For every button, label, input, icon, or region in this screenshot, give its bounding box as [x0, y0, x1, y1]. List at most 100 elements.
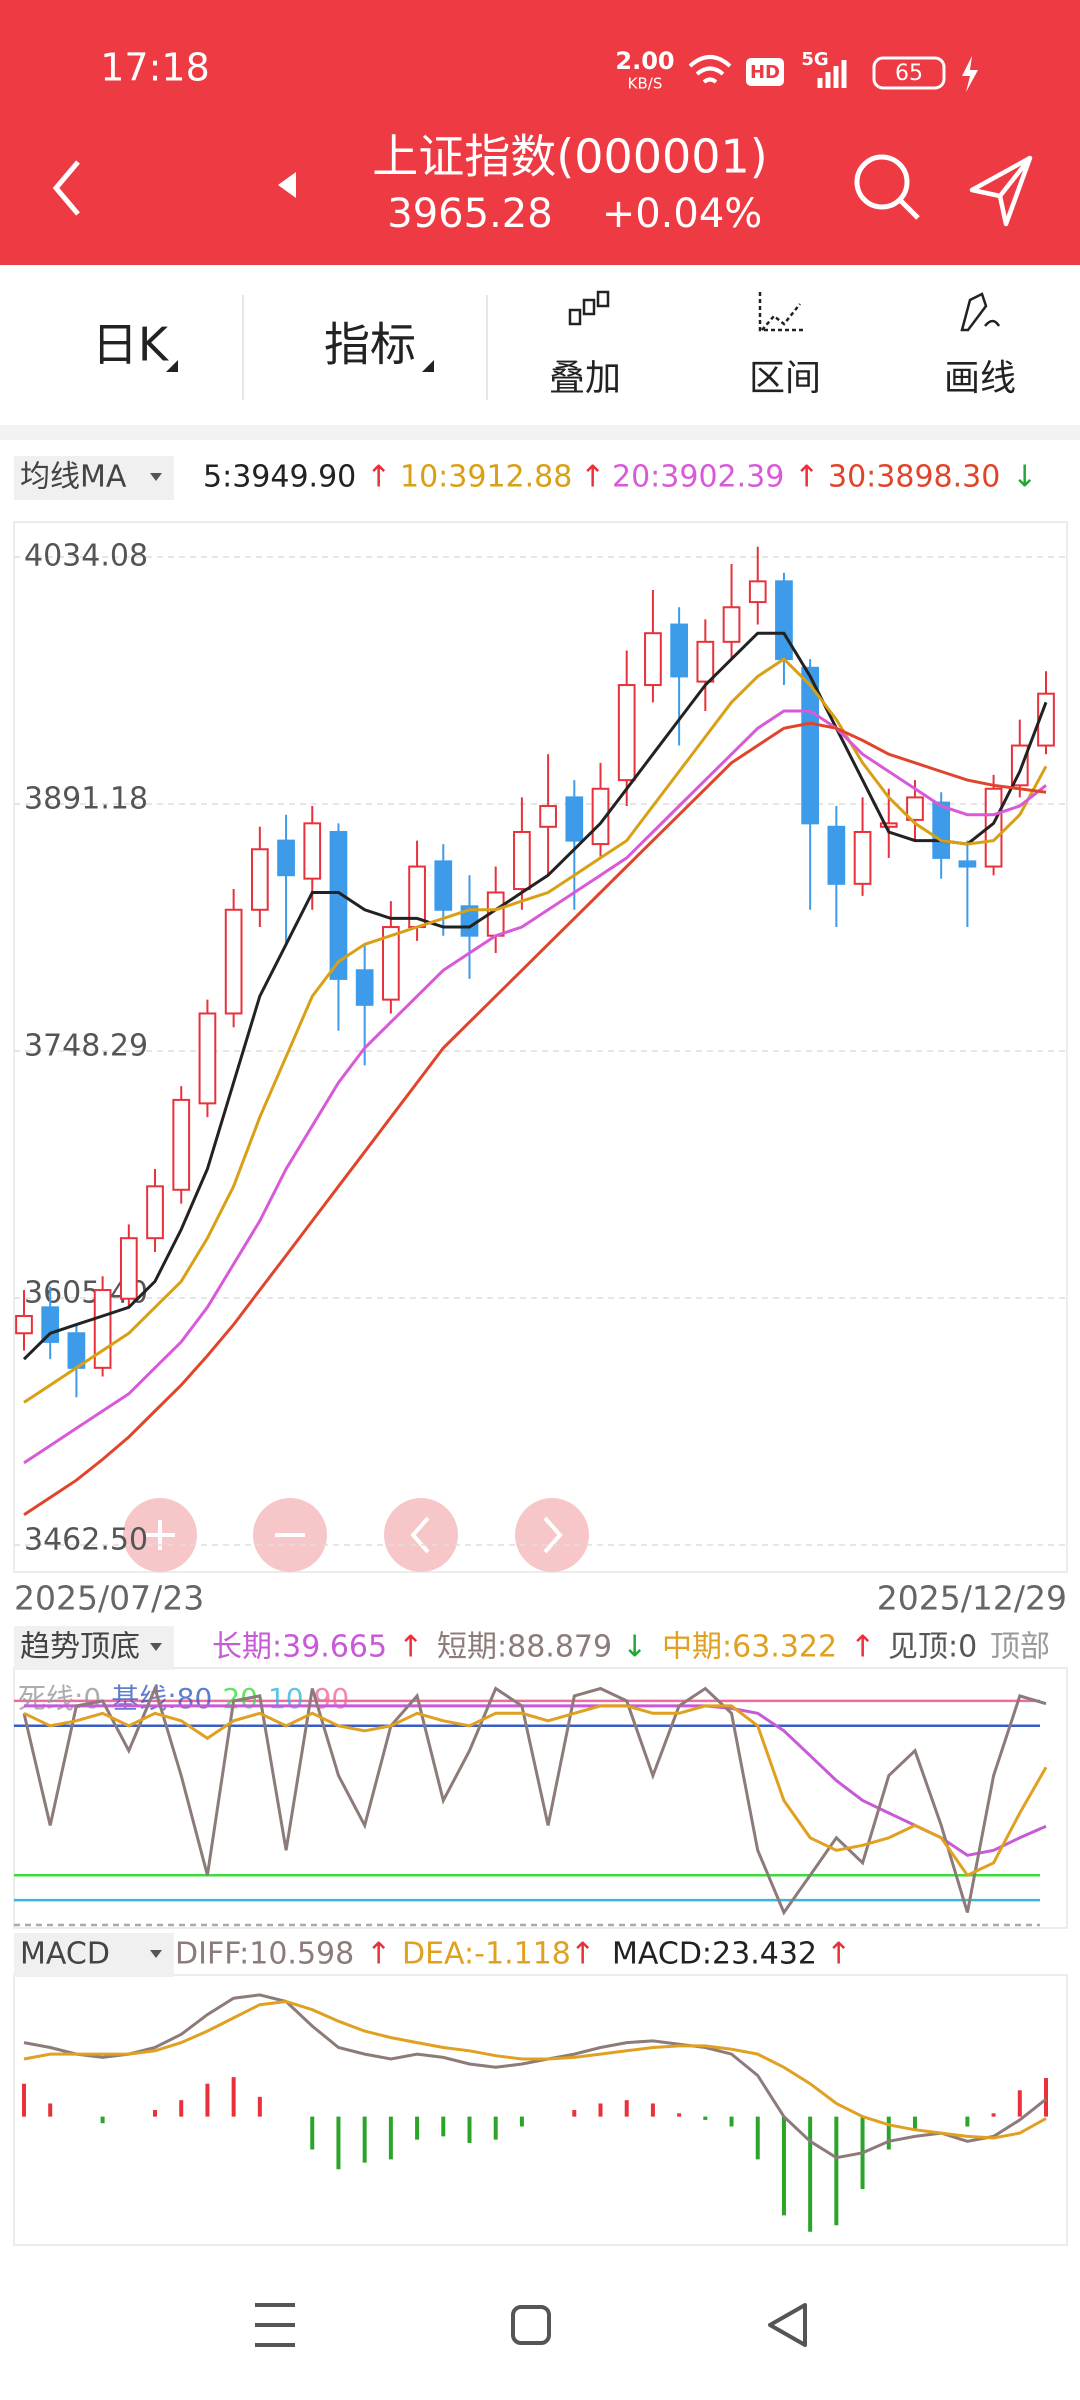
search-button[interactable]: [854, 154, 910, 210]
legend-trend: ↑: [850, 1630, 875, 1665]
toolbar-tab[interactable]: 叠加: [549, 358, 621, 399]
candle-body: [382, 926, 400, 1001]
network: 5G: [801, 49, 828, 70]
legend-extra: 顶部: [990, 1630, 1050, 1665]
candle-body: [329, 830, 348, 980]
overlay-icon: [568, 290, 610, 326]
toolbar-tab[interactable]: 画线: [944, 358, 1016, 399]
hd-text: HD: [750, 62, 780, 83]
legend-extra: 见顶:0: [888, 1630, 977, 1665]
toolbar-tab[interactable]: 日K: [92, 318, 170, 372]
legend-dropdown: [150, 473, 162, 481]
legend-entry: DEA:-1.118: [402, 1937, 571, 1972]
toolbar-tab[interactable]: 指标: [324, 318, 416, 372]
legend-title[interactable]: 趋势顶底: [20, 1630, 140, 1665]
battery: [872, 56, 946, 90]
legend-trend: ↑: [398, 1630, 423, 1665]
legend-entry: DIFF:10.598: [175, 1937, 354, 1972]
legend-title-bg: [14, 1626, 174, 1670]
scroll-left[interactable]: [384, 1498, 458, 1572]
zoom-glyphs: [145, 1516, 563, 1554]
legend-title[interactable]: MACD: [20, 1937, 110, 1972]
stock-title: 上证指数(000001): [372, 130, 768, 184]
indicator-frame: [13, 1667, 1068, 1929]
legend-trend: ↓: [622, 1630, 647, 1665]
candle-body: [539, 805, 557, 828]
nav-bar: [0, 2248, 1080, 2400]
legend-entry: 短期:88.879: [437, 1630, 612, 1665]
legend-trend: ↑: [366, 460, 391, 495]
candle-body: [801, 666, 820, 825]
legend-entry: 长期:39.665: [212, 1630, 387, 1665]
draw-icon: [960, 292, 1001, 332]
legend-trend: ↑: [366, 1937, 391, 1972]
net-speed: 2.00: [615, 47, 674, 75]
nav-home[interactable]: [511, 2305, 551, 2345]
search-handle: [898, 198, 920, 220]
y-tick-label: 3462.50: [24, 1523, 148, 1558]
candle-body: [119, 1237, 138, 1300]
candle-body: [617, 684, 636, 782]
candle-body: [224, 908, 243, 1015]
candle-body: [722, 606, 741, 643]
candle-body: [775, 580, 793, 661]
reference-label: 死线:0: [18, 1682, 101, 1715]
macd-frame: [13, 1974, 1068, 2246]
candle-body: [355, 969, 374, 1006]
back-button[interactable]: [52, 160, 80, 216]
stock-change: +0.04%: [602, 191, 763, 237]
candle-body: [172, 1098, 191, 1191]
legend-trend: ↑: [826, 1937, 851, 1972]
legend-trend: ↑: [580, 460, 605, 495]
legend-entry: 30:3898.30: [828, 460, 1000, 495]
toolbar-divider: [242, 295, 488, 400]
y-tick-label: 3748.29: [24, 1029, 148, 1064]
share-button[interactable]: [969, 155, 1033, 227]
legend-trend: ↓: [1012, 460, 1037, 495]
candle-body: [591, 787, 610, 846]
zoom-controls: [123, 1498, 589, 1572]
candle-body: [93, 1289, 112, 1369]
candle-body: [303, 822, 322, 880]
battery-level: 65: [895, 61, 923, 86]
candle-body: [277, 839, 295, 877]
nav-menu[interactable]: [255, 2303, 295, 2347]
net-unit: KB/S: [628, 75, 663, 93]
status-time: 17:18: [100, 46, 210, 90]
charging-icon: [962, 56, 978, 92]
legend-trend: ↑: [794, 460, 819, 495]
candle-body: [146, 1185, 164, 1240]
range-icon: [758, 292, 806, 332]
candle-body: [434, 860, 453, 911]
reference-label: 10: [268, 1682, 304, 1715]
wifi-icon: [688, 55, 732, 84]
ma-line: [23, 721, 1047, 1517]
toolbar-tab[interactable]: 区间: [749, 358, 821, 399]
stock-price: 3965.28: [387, 191, 552, 237]
candle-body: [670, 623, 688, 678]
indicator-line: [23, 1704, 1048, 1878]
candle-body: [879, 822, 898, 828]
legend-entry: 10:3912.88: [400, 460, 572, 495]
nav-back[interactable]: [768, 2303, 807, 2347]
y-tick-label: 4034.08: [24, 539, 148, 574]
scroll-right[interactable]: [515, 1498, 589, 1572]
signal-icon: [817, 60, 847, 88]
candle-body: [958, 860, 977, 868]
hd-badge: [746, 58, 784, 86]
prev-stock[interactable]: [278, 172, 296, 198]
legend-title-bg: [14, 456, 174, 500]
candle-body: [827, 825, 846, 885]
indicator-line: [22, 1684, 1047, 1916]
x-end-label: 2025/12/29: [877, 1579, 1067, 1618]
candle-body: [932, 801, 951, 859]
candle-body: [644, 632, 662, 687]
candle-body: [513, 830, 531, 891]
candle-body: [15, 1314, 33, 1335]
candle-body: [906, 796, 924, 821]
legend-trend: ↑: [570, 1937, 595, 1972]
candle-body: [853, 830, 872, 885]
legend-title[interactable]: 均线MA: [20, 460, 127, 495]
